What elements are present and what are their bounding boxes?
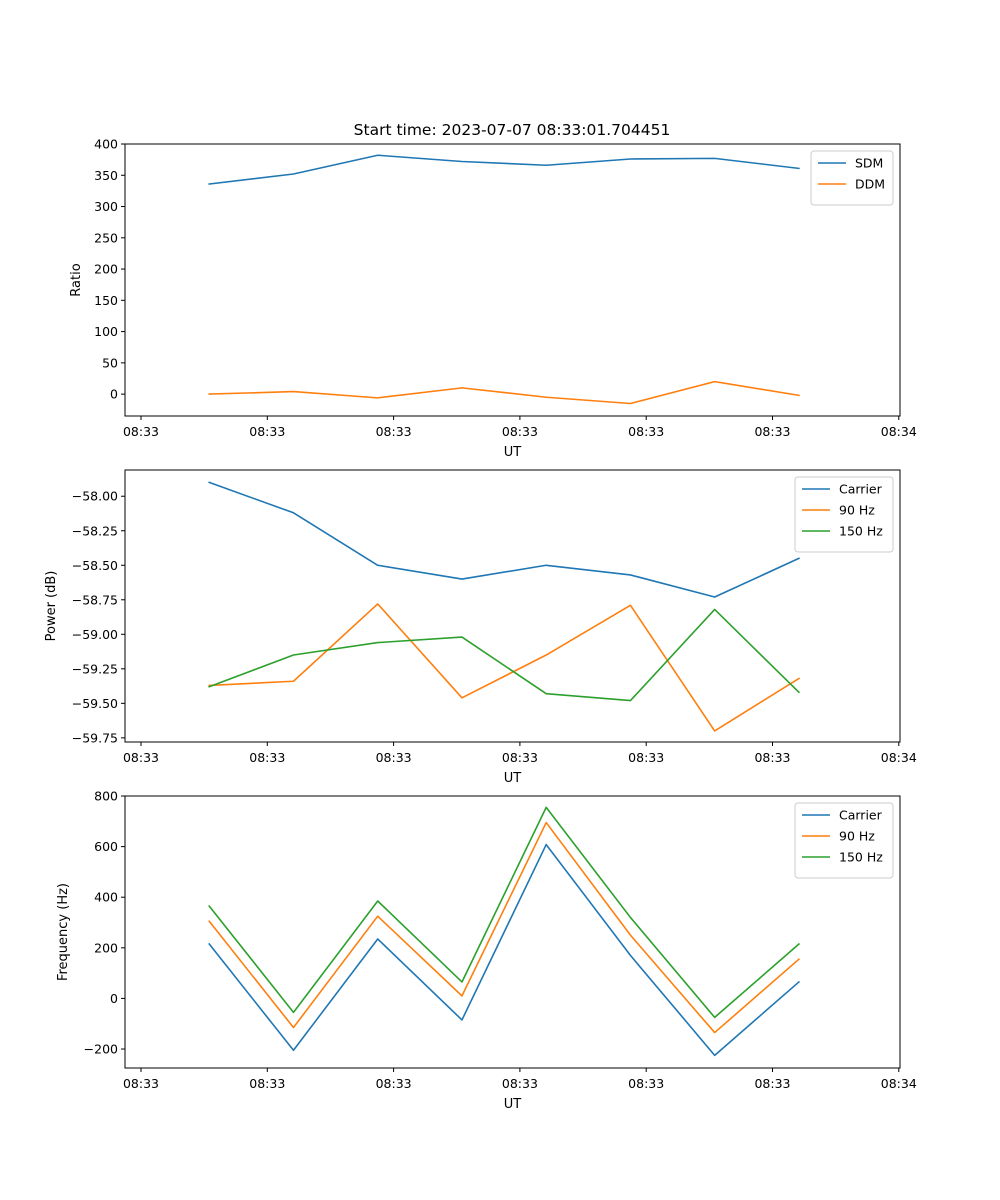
legend-label: 90 Hz [839,503,875,518]
subplot-2: −58.00 −58.25 −58.50 −58.75 −59.00 −59.25 −59.… [44,469,917,786]
x-tick-label: 08:33 [249,1076,285,1091]
legend-label: Carrier [839,482,883,497]
legend-label: 150 Hz [839,524,883,539]
x-tick-label: 08:33 [628,750,664,765]
x-tick-label: 08:34 [881,750,917,765]
series-line-ddm [208,380,800,405]
legend-label: 150 Hz [839,850,883,865]
subplot-1: 0 50 100 150 200 250 300 350 400 08:33 08:33 08:33 0… [69,137,917,461]
series-line-carrier [208,843,801,1057]
legend-label: Carrier [839,808,883,823]
y-tick-label: −59.50 [72,696,118,711]
series-line-150-hz [208,806,801,1019]
legend-label: 90 Hz [839,829,875,844]
x-axis-label: UT [504,771,522,786]
y-tick-label: 400 [94,890,118,905]
x-tick-label: 08:33 [628,424,664,439]
subplots: 0 50 100 150 200 250 300 350 400 08:33 08:33 08:33 0… [44,137,917,1113]
series-line-carrier [208,481,800,598]
x-tick-label: 08:33 [376,424,412,439]
y-tick-label: 400 [94,137,118,152]
legend: Carrier 90 Hz 150 Hz [794,802,894,879]
legend-box [794,476,894,553]
series-line-90-hz [208,821,801,1034]
x-tick-label: 08:33 [376,750,412,765]
y-tick-label: −59.75 [72,730,118,745]
axes-frame [124,143,901,417]
x-tick-label: 08:33 [502,1076,538,1091]
x-axis-label: UT [504,1097,522,1112]
y-tick-label: −59.25 [72,661,118,676]
y-axis-label: Ratio [69,263,84,296]
x-tick-label: 08:33 [628,1076,664,1091]
x-tick-label: 08:33 [376,1076,412,1091]
y-tick-label: 0 [110,991,118,1006]
axes-frame [124,795,901,1069]
y-tick-label: 200 [94,940,118,955]
figure-title: Start time: 2023-07-07 08:33:01.704451 [354,121,671,139]
series-line-150-hz [208,608,801,702]
x-tick-label: 08:33 [754,750,790,765]
y-tick-label: 150 [94,293,118,308]
legend: SDM DDM [810,150,894,206]
x-tick-label: 08:33 [249,424,285,439]
y-tick-label: 200 [94,262,118,277]
series-line-90-hz [208,603,801,732]
subplot-3: −200 0 200 400 600 800 08:33 08:33 08:33 08:33 08:… [56,789,917,1113]
legend-box [810,150,894,206]
axes-frame [124,469,901,743]
x-tick-label: 08:33 [123,424,159,439]
y-tick-label: 50 [102,355,118,370]
y-tick-label: 250 [94,230,118,245]
y-tick-label: −59.00 [72,627,118,642]
y-tick-label: −58.25 [72,523,118,538]
x-tick-label: 08:33 [249,750,285,765]
x-axis-label: UT [504,445,522,460]
legend-label: DDM [855,177,885,192]
y-tick-label: −58.00 [72,489,118,504]
x-tick-label: 08:33 [502,750,538,765]
x-tick-label: 08:34 [881,1076,917,1091]
y-axis-label: Power (dB) [44,571,59,642]
x-tick-label: 08:33 [502,424,538,439]
y-tick-label: 100 [94,324,118,339]
x-tick-label: 08:33 [754,1076,790,1091]
legend-box [794,802,894,879]
y-tick-label: 800 [94,789,118,804]
x-tick-label: 08:34 [881,424,917,439]
y-tick-label: 350 [94,168,118,183]
x-tick-label: 08:33 [754,424,790,439]
series-line-sdm [208,154,800,185]
legend-label: SDM [855,156,883,171]
y-tick-label: −58.50 [72,558,118,573]
y-tick-label: 300 [94,199,118,214]
x-tick-label: 08:33 [123,750,159,765]
y-axis-label: Frequency (Hz) [56,883,71,981]
x-tick-label: 08:33 [123,1076,159,1091]
y-tick-label: −58.75 [72,592,118,607]
y-tick-label: 0 [110,387,118,402]
y-tick-label: −200 [84,1042,118,1057]
legend: Carrier 90 Hz 150 Hz [794,476,894,553]
y-tick-label: 600 [94,839,118,854]
